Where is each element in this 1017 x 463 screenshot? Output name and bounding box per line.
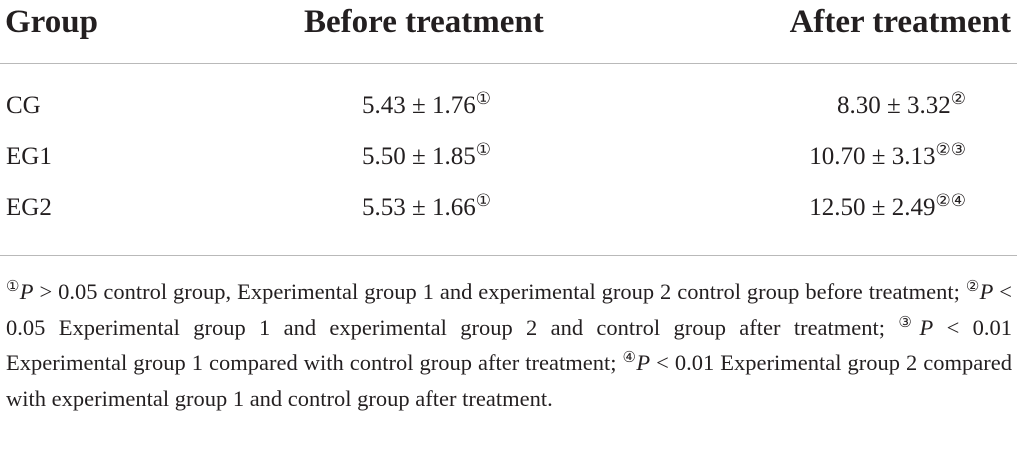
footnote-mark: ④ [622,350,637,366]
table-footnote: ①P > 0.05 control group, Experimental gr… [6,274,1012,416]
footnote-p: P [979,279,994,304]
significance-mark: ② [950,89,966,108]
header-after-treatment: After treatment [789,4,1011,40]
significance-mark: ① [475,89,491,108]
significance-mark: ②④ [935,191,966,210]
significance-mark: ① [475,191,491,210]
table-row: CG 5.43 ± 1.76① 8.30 ± 3.32② [0,88,1017,136]
value-before: 5.50 ± 1.85 [362,143,476,170]
value-before: 5.43 ± 1.76 [362,92,476,119]
footnote-p: P [919,314,934,340]
table-bottom-divider [0,255,1017,256]
footnote-p: P [19,279,34,304]
table-header: Group Before treatment After treatment [0,0,1017,48]
cell-before: 5.43 ± 1.76① [362,88,491,124]
footnote-mark: ① [6,279,20,295]
significance-mark: ②③ [935,140,966,159]
cell-group: EG1 [6,143,52,170]
header-group: Group [5,4,98,40]
cell-before: 5.53 ± 1.66① [362,190,491,226]
value-after: 12.50 ± 2.49 [809,194,936,221]
cell-after: 10.70 ± 3.13②③ [809,139,966,175]
footnote-text: < 0.01 Experimental group 1 compared wit… [6,314,1012,376]
value-after: 10.70 ± 3.13 [809,143,936,170]
cell-group: CG [6,92,41,119]
footnote-p: P [636,350,651,375]
value-before: 5.53 ± 1.66 [362,194,476,221]
table-row: EG1 5.50 ± 1.85① 10.70 ± 3.13②③ [0,139,1017,187]
cell-before: 5.50 ± 1.85① [362,139,491,175]
cell-group: EG2 [6,194,52,221]
header-before-treatment: Before treatment [304,4,544,40]
footnote-text: > 0.05 control group, Experimental group… [33,279,966,304]
cell-after: 12.50 ± 2.49②④ [809,190,966,226]
footnote-mark: ③ [898,314,920,331]
table-row: EG2 5.53 ± 1.66① 12.50 ± 2.49②④ [0,190,1017,238]
value-after: 8.30 ± 3.32 [837,92,951,119]
header-divider [0,63,1017,64]
footnote-text: < 0.01 Experimental group 2 compared wit… [6,350,1013,411]
significance-mark: ① [475,140,491,159]
cell-after: 8.30 ± 3.32② [837,88,966,124]
footnote-text: < 0.05 Experimental group 1 and experime… [6,279,1012,340]
footnote-mark: ② [965,279,980,295]
